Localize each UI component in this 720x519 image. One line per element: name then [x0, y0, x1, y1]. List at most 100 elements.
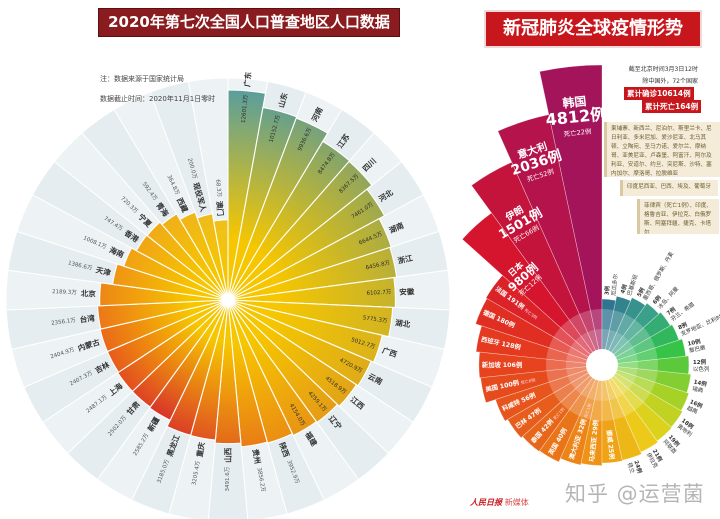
one-case-countries-box: 柬埔寨、新西兰、尼泊尔、斯里兰卡、尼日利亚、多米尼加、爱沙尼亚、北马其顿、立陶宛… — [604, 122, 720, 177]
as-of-text: 截至北京时间3月3日12时 — [628, 66, 698, 73]
two-case-countries-box: 印度尼西亚、巴西、埃及、葡萄牙 — [620, 180, 718, 196]
country-bar — [475, 325, 603, 366]
population-bar — [227, 299, 268, 448]
country-name: 挪威 — [605, 429, 615, 443]
country-bar — [522, 364, 603, 452]
case-count: 29例 — [589, 419, 600, 435]
case-count: 4例 — [618, 283, 629, 295]
country-bar — [601, 298, 617, 366]
country-bar — [601, 364, 673, 442]
region-label: 天津 — [95, 264, 112, 277]
region-label: 山东 — [276, 91, 290, 109]
total-cases-badge: 累计确诊10614例 — [624, 87, 694, 100]
country-name: 韩国 — [562, 94, 587, 110]
country-bar — [601, 311, 671, 366]
country-bar — [601, 364, 659, 453]
country-bar — [539, 364, 603, 463]
death-count: 死亡22例 — [563, 126, 592, 138]
population-value-label: 3856.2万 — [255, 467, 266, 493]
case-count: 25例 — [607, 444, 618, 460]
country-bar — [480, 364, 603, 404]
case-count: 106例 — [503, 360, 522, 369]
region-label: 重庆 — [194, 441, 207, 458]
country-label: 3例 厄瓜多尔 — [602, 273, 619, 296]
source-note: 注：数据来源于国家统计局 — [100, 75, 184, 83]
death-count: 死亡6例 — [520, 376, 535, 385]
population-bar — [99, 282, 229, 307]
population-bar — [166, 299, 229, 437]
country-bar — [601, 297, 646, 366]
population-bar — [227, 299, 339, 424]
country-bar — [507, 364, 603, 439]
country-bar — [601, 355, 690, 375]
population-value-label: 3491.6万 — [224, 466, 231, 491]
population-bar — [227, 217, 392, 301]
population-bar — [146, 221, 229, 301]
population-bar — [148, 299, 229, 421]
country-name: 荷兰 — [626, 461, 637, 474]
population-value-label: 12601.3万 — [240, 94, 250, 123]
region-label: 广东 — [242, 71, 253, 87]
population-value-label: 2189.3万 — [52, 288, 78, 296]
case-count: 14例 — [693, 378, 708, 389]
country-bar — [461, 212, 603, 366]
population-value-label: 68.3万 — [214, 179, 223, 198]
death-count: 死亡1例 — [582, 402, 592, 418]
population-bar — [97, 299, 229, 330]
country-bar — [580, 364, 603, 466]
left-chart-title: 2020年第七次全国人口普查地区人口数据 — [98, 8, 400, 37]
country-name: 美国 — [484, 382, 498, 393]
country-name: 瑞典 — [692, 384, 705, 394]
covid-rose-chart: 韩国4812例死亡22例意大利2036例死亡52例伊朗1501例死亡66例日本9… — [461, 64, 720, 475]
country-bar — [601, 295, 632, 366]
case-count: 3例 — [602, 285, 611, 296]
country-bar — [601, 324, 680, 366]
region-label: 贵州 — [251, 448, 264, 465]
population-value-label: 3205.4万 — [190, 460, 201, 486]
country-bar — [495, 364, 603, 422]
region-label: 澳门 — [215, 201, 226, 217]
case-count: 8例 — [677, 320, 689, 331]
zhihu-watermark: 知乎 @运营菌 — [565, 482, 705, 506]
country-bar — [497, 114, 603, 366]
population-bar — [227, 246, 398, 301]
three-case-countries-box: 菲律宾（死亡1例）、印度、格鲁吉亚、伊拉克、白俄罗斯、阿塞拜疆、捷克、卡塔尔 — [637, 199, 719, 234]
right-chart-title: 新冠肺炎全球疫情形势 — [486, 12, 700, 46]
population-bar — [227, 106, 298, 301]
region-label: 北京 — [81, 288, 97, 299]
people-daily-logo: 人民日报 新媒体 — [470, 497, 529, 508]
population-bar — [213, 219, 229, 301]
population-bar — [227, 140, 351, 301]
country-bar — [601, 364, 683, 428]
country-bar — [485, 274, 603, 366]
country-name: 以色列 — [693, 365, 710, 373]
case-count: 5例 — [635, 286, 647, 299]
population-bar — [227, 299, 372, 387]
population-bar — [116, 299, 229, 393]
country-name: 越南 — [686, 404, 700, 416]
region-label: 浙江 — [397, 252, 414, 265]
population-value-label: 5775.3万 — [362, 314, 388, 324]
country-name: 马来西亚 — [586, 436, 598, 463]
population-bar — [214, 299, 242, 445]
countries-count-text: 除中国外，72个国家 — [642, 78, 698, 85]
center-hole — [586, 349, 618, 381]
case-count: 12例 — [693, 358, 707, 366]
region-label: 湖北 — [395, 317, 412, 329]
total-deaths-badge: 累计死亡164例 — [642, 100, 702, 113]
logo-main: 人民日报 — [470, 498, 502, 507]
population-bar — [227, 276, 396, 309]
population-bar — [227, 160, 373, 301]
population-bar — [227, 299, 358, 408]
population-bar — [99, 299, 229, 353]
country-bar — [539, 64, 603, 366]
population-bar — [179, 211, 229, 301]
